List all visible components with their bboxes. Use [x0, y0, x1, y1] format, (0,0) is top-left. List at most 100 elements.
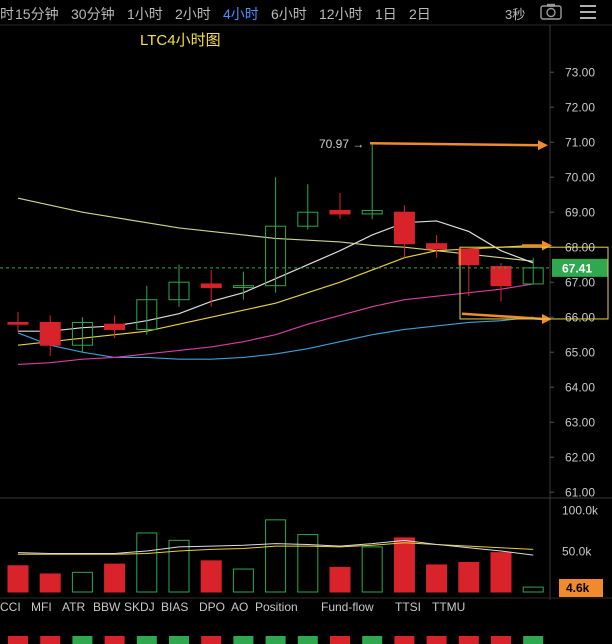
indicator-tab-ttsi[interactable]: TTSI	[395, 600, 421, 614]
volume-tick-label: 50.0k	[562, 545, 592, 559]
camera-icon[interactable]	[540, 3, 562, 20]
volume-bar-down	[490, 552, 512, 593]
volume-bar-down	[426, 564, 448, 593]
price-tick-label: 70.00	[565, 171, 595, 185]
indicator-tab-bbw[interactable]: BBW	[93, 600, 121, 614]
price-tick-label: 69.00	[565, 206, 595, 220]
candle-body-down	[39, 321, 61, 346]
price-tick-label: 65.00	[565, 346, 595, 360]
arrow-high-head	[538, 140, 548, 151]
subindicator-bar	[8, 636, 28, 644]
price-tick-label: 71.00	[565, 136, 595, 150]
indicator-tab-bias[interactable]: BIAS	[161, 600, 189, 614]
candle-body-down	[458, 248, 480, 266]
timeframe-4h[interactable]: 4小时	[223, 6, 259, 22]
candle-body-up	[361, 209, 383, 215]
subindicator-bar	[233, 636, 254, 644]
volume-bar-up	[168, 539, 190, 593]
ma-yellow-line	[17, 244, 534, 346]
subindicator-bar	[297, 636, 318, 644]
volume-bar-up	[522, 586, 544, 593]
chart-title: LTC4小时图	[140, 32, 221, 49]
subindicator-bar	[362, 636, 383, 644]
volume-bar-up	[136, 532, 158, 593]
volume-bar-down	[458, 561, 480, 593]
indicator-tab-fund-flow[interactable]: Fund-flow	[321, 600, 374, 614]
price-tick-label: 66.00	[565, 311, 595, 325]
indicator-tab-mfi[interactable]: MFI	[31, 600, 52, 614]
candle-body-down	[426, 243, 448, 250]
candle-body-up	[71, 321, 93, 346]
candle-body-up	[522, 267, 544, 285]
timeframe-toolbar: 时 15分钟 30分钟 1小时 2小时 4小时 6小时 12小时 1日 2日 3…	[0, 0, 612, 24]
timeframe-1d[interactable]: 1日	[375, 6, 397, 22]
indicator-tab-dpo[interactable]: DPO	[199, 600, 226, 614]
volume-bar-down	[329, 566, 351, 593]
timeframe-2h[interactable]: 2小时	[175, 6, 211, 22]
volume-bar-down	[39, 573, 61, 593]
subindicator-bar	[104, 636, 125, 644]
candle-body-down	[200, 283, 222, 288]
price-tick-label: 67.00	[565, 276, 595, 290]
volume-tick-label: 100.0k	[562, 504, 599, 518]
candle-body-down	[490, 265, 512, 287]
volume-bar-up	[265, 519, 287, 593]
volume-bar-down	[393, 537, 415, 593]
candle-body-up	[168, 281, 190, 301]
subindicator-bar	[330, 636, 350, 644]
price-tick-label: 63.00	[565, 416, 595, 430]
menu-icon[interactable]	[578, 3, 598, 21]
highlight-box	[459, 246, 609, 320]
indicator-tab-cci[interactable]: CCI	[0, 600, 21, 614]
candle-body-down	[393, 211, 415, 245]
volume-bar-down	[200, 560, 222, 593]
indicator-tab-ao[interactable]: AO	[231, 600, 249, 614]
price-tick-label: 72.00	[565, 101, 595, 115]
candle-body-up	[136, 299, 158, 330]
subindicator-bar	[426, 636, 447, 644]
candle-body-down	[7, 321, 29, 325]
volume-bar-up	[232, 568, 254, 593]
timeframe-2d[interactable]: 2日	[409, 6, 431, 22]
volume-avg-yellow	[18, 542, 534, 555]
subindicator-bar	[40, 636, 61, 644]
candle-body-up	[232, 285, 254, 288]
timeframe-6h[interactable]: 6小时	[271, 6, 307, 22]
indicator-tab-atr[interactable]: ATR	[62, 600, 86, 614]
timeframe-partial[interactable]: 时	[0, 6, 14, 22]
candle-body-up	[297, 211, 319, 227]
refresh-interval[interactable]: 3秒	[505, 7, 526, 22]
subindicator-bar	[136, 636, 157, 644]
arrow-mid-head	[542, 240, 552, 251]
volume-bar-up	[297, 534, 319, 593]
price-tick-label: 64.00	[565, 381, 595, 395]
volume-bar-down	[104, 563, 126, 593]
subindicator-bar	[394, 636, 415, 644]
indicator-tab-skdj[interactable]: SKDJ	[124, 600, 155, 614]
timeframe-1h[interactable]: 1小时	[127, 6, 163, 22]
indicator-tab-position[interactable]: Position	[255, 600, 298, 614]
current-price-tag: 67.41	[562, 261, 592, 275]
volume-bar-up	[361, 546, 383, 593]
volume-bar-down	[7, 565, 29, 593]
high-price-annotation: 70.97 →	[319, 137, 364, 151]
subindicator-bar	[169, 636, 189, 644]
subindicator-bar	[201, 636, 222, 644]
subindicator-bar	[265, 636, 286, 644]
timeframe-12h[interactable]: 12小时	[319, 6, 363, 22]
subindicator-bar	[458, 636, 479, 644]
subindicator-bar	[72, 636, 93, 644]
current-price-tag-bg	[552, 258, 608, 277]
volume-tag-bg	[559, 579, 603, 597]
indicator-tab-ttmu[interactable]: TTMU	[432, 600, 466, 614]
price-tick-label: 62.00	[565, 451, 595, 465]
ma-magenta-line	[17, 283, 534, 366]
timeframe-30m[interactable]: 30分钟	[71, 6, 115, 22]
volume-avg-white	[17, 539, 534, 556]
subindicator-bar	[491, 636, 511, 644]
candle-body-down	[104, 323, 126, 330]
price-tick-label: 73.00	[565, 66, 595, 80]
volume-current-tag: 4.6k	[566, 581, 590, 595]
timeframe-15m[interactable]: 15分钟	[15, 6, 59, 22]
